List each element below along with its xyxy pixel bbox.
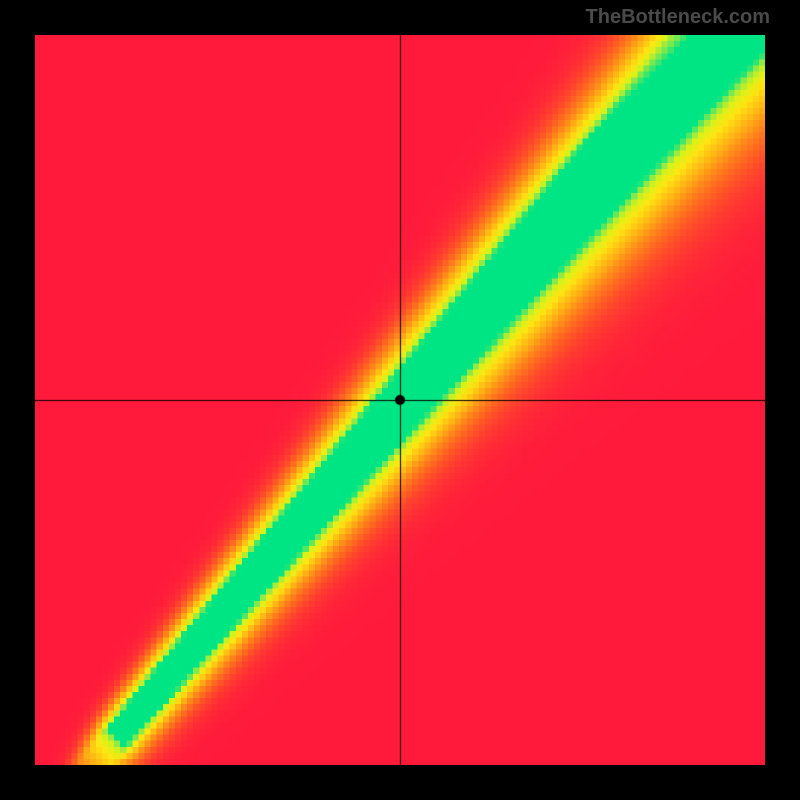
chart-frame: TheBottleneck.com [0,0,800,800]
watermark-text: TheBottleneck.com [586,6,770,29]
heatmap-canvas [35,35,765,765]
